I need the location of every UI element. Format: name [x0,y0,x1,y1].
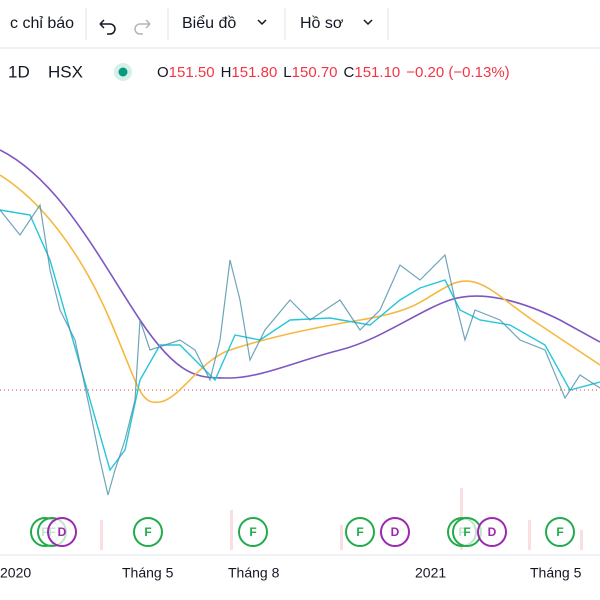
event-label: F [249,525,256,539]
event-badge [345,517,375,547]
event-badge [380,517,410,547]
profile-menu[interactable]: Hồ sơ [300,15,344,32]
exchange: HSX [48,62,83,81]
event-badge [545,517,575,547]
event-badge [47,517,77,547]
x-tick-label: 2021 [415,565,446,581]
event-badge [133,517,163,547]
event-label: F [463,525,470,539]
ma-short [0,209,600,472]
chevron [363,19,373,26]
ohlc-value: 151.80 [231,64,277,81]
interval: 1D [8,62,30,81]
change: −0.20 (−0.13%) [406,64,509,81]
price-series [0,203,600,496]
x-tick-label: Tháng 5 [122,565,174,581]
event-label: F [356,525,363,539]
ma-long [0,149,600,379]
ohlc-value: 151.10 [354,64,400,81]
ohlc-value: 150.70 [292,64,338,81]
event-label: F [556,525,563,539]
event-label: D [488,525,497,539]
ohlc-label: O [157,64,169,81]
event-label: F [144,525,151,539]
indicators-button[interactable]: c chỉ báo [10,15,74,32]
chart-menu[interactable]: Biểu đồ [182,14,236,32]
x-tick-label: Tháng 5 [530,565,582,581]
volume [100,488,583,550]
x-tick-label: Tháng 8 [228,565,280,581]
event-label: D [391,525,400,539]
undo-icon[interactable] [99,19,116,35]
status-dot [118,67,128,77]
ohlc-label: C [344,64,355,81]
ohlc-label: H [221,64,232,81]
ohlc-value: 151.50 [169,64,215,81]
x-tick-label: 2020 [0,565,31,581]
ohlc-label: L [283,64,291,81]
chevron [257,19,267,26]
ma-mid [0,174,600,404]
event-badge [477,517,507,547]
redo-icon[interactable] [134,19,151,35]
event-label: D [58,525,67,539]
event-badge [238,517,268,547]
ohlc: O151.50 H151.80 L150.70 C151.10 −0.20 (−0.13… [157,64,510,81]
